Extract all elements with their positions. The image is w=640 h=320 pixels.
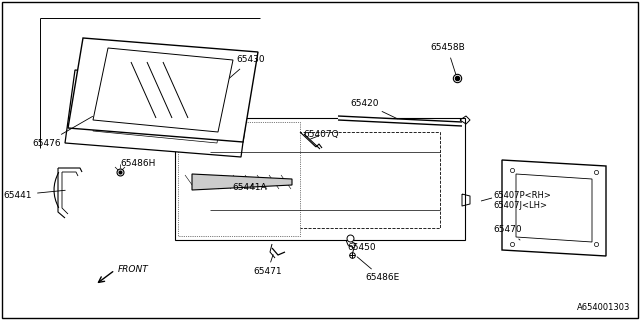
Text: 65470: 65470 — [493, 226, 522, 240]
Text: 65430: 65430 — [212, 55, 264, 93]
Text: 65458B: 65458B — [430, 44, 465, 75]
Text: 65407P<RH>: 65407P<RH> — [493, 190, 551, 199]
Text: 65471: 65471 — [253, 255, 282, 276]
Text: 65486E: 65486E — [357, 257, 399, 283]
Polygon shape — [502, 160, 606, 256]
Text: 65450: 65450 — [347, 240, 376, 252]
Polygon shape — [175, 118, 465, 240]
Polygon shape — [516, 174, 592, 242]
Text: FRONT: FRONT — [118, 266, 148, 275]
Polygon shape — [93, 83, 225, 143]
Text: 65486H: 65486H — [120, 158, 156, 172]
Text: 65441A: 65441A — [232, 183, 267, 193]
Text: A654001303: A654001303 — [577, 303, 630, 312]
Text: 65441: 65441 — [3, 190, 65, 199]
Polygon shape — [192, 174, 292, 190]
Polygon shape — [93, 48, 233, 132]
Polygon shape — [68, 38, 258, 142]
Text: 65420: 65420 — [350, 99, 397, 119]
Text: 65407Q: 65407Q — [303, 131, 339, 140]
Polygon shape — [178, 122, 300, 236]
Text: 65407J<LH>: 65407J<LH> — [493, 202, 547, 211]
Polygon shape — [65, 70, 251, 157]
Text: 65476: 65476 — [32, 116, 93, 148]
Polygon shape — [210, 132, 440, 228]
